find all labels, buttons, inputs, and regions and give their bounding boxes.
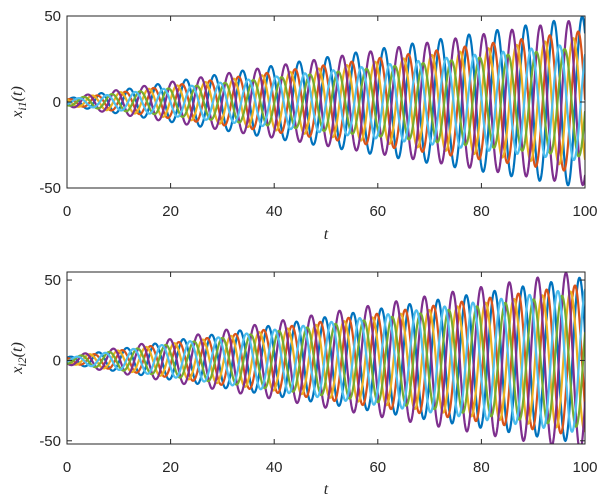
series-line-6 bbox=[67, 288, 585, 433]
y-axis-label: xi2(t) bbox=[9, 342, 29, 375]
y-tick-label: 50 bbox=[44, 8, 61, 25]
x-tick-label: 20 bbox=[162, 203, 179, 220]
series-line-1 bbox=[67, 16, 585, 187]
series-line-5 bbox=[67, 47, 585, 158]
series-line-4 bbox=[67, 272, 585, 444]
x-tick-label: 60 bbox=[369, 459, 386, 476]
x-axis-label: t bbox=[324, 481, 329, 498]
series-line-5 bbox=[67, 294, 585, 428]
x-tick-label: 0 bbox=[63, 203, 71, 220]
x-tick-label: 60 bbox=[369, 203, 386, 220]
y-tick-label: 0 bbox=[53, 352, 61, 369]
x-tick-label: 80 bbox=[473, 203, 490, 220]
series-line-6 bbox=[67, 44, 585, 162]
x-tick-label: 80 bbox=[473, 459, 490, 476]
x-tick-label: 0 bbox=[63, 459, 71, 476]
x-tick-label: 40 bbox=[266, 203, 283, 220]
series-group bbox=[67, 272, 585, 444]
x-tick-label: 100 bbox=[572, 203, 597, 220]
y-tick-label: 0 bbox=[53, 94, 61, 111]
x-tick-label: 100 bbox=[572, 459, 597, 476]
axes-box bbox=[66, 271, 586, 445]
y-tick-label: -50 bbox=[39, 433, 61, 450]
series-group bbox=[67, 16, 585, 187]
x-tick-label: 40 bbox=[266, 459, 283, 476]
y-axis-label: xi1(t) bbox=[9, 86, 29, 119]
y-tick-label: 50 bbox=[44, 272, 61, 289]
y-tick-label: -50 bbox=[39, 180, 61, 197]
x-tick-label: 20 bbox=[162, 459, 179, 476]
x-axis-label: t bbox=[324, 226, 329, 243]
